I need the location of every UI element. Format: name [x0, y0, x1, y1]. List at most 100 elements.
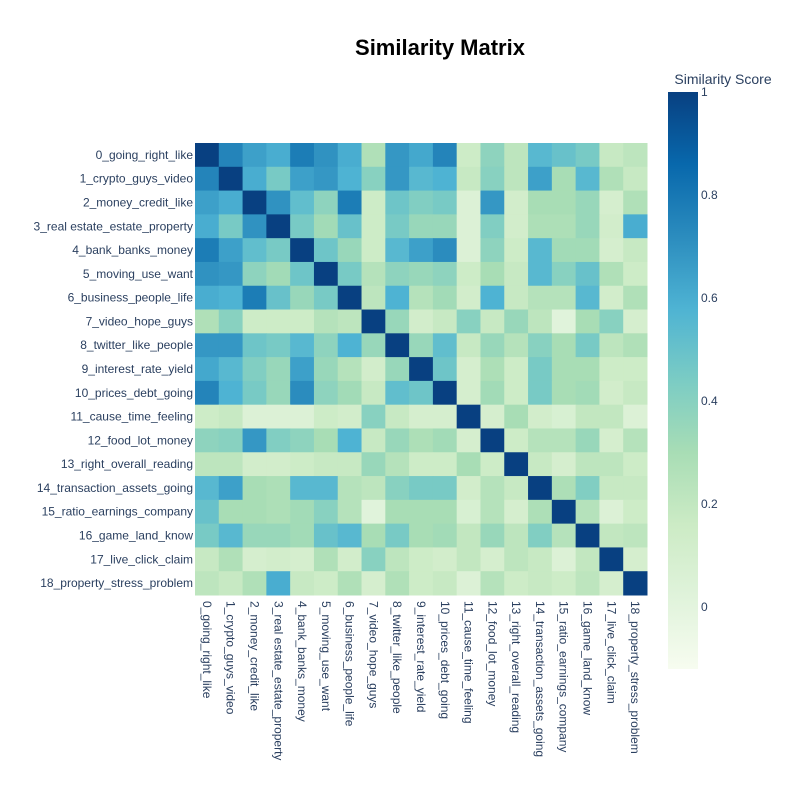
- heatmap-cell: [480, 571, 505, 596]
- heatmap-cell: [290, 428, 315, 453]
- heatmap-cell: [599, 523, 624, 548]
- heatmap-cell: [504, 380, 529, 406]
- heatmap-cell: [290, 499, 315, 525]
- heatmap-cell: [504, 166, 529, 192]
- heatmap-cell: [337, 261, 363, 287]
- heatmap-cell: [361, 452, 386, 477]
- heatmap-cell: [575, 261, 600, 287]
- heatmap-cell: [504, 404, 529, 429]
- heatmap-cell: [218, 571, 244, 596]
- heatmap-cell: [456, 499, 481, 525]
- heatmap-cell: [456, 404, 481, 429]
- heatmap-cell: [218, 452, 244, 477]
- heatmap-cell: [551, 452, 577, 477]
- heatmap-cell: [409, 166, 434, 192]
- heatmap-cell: [456, 261, 481, 287]
- heatmap-cell: [504, 523, 529, 548]
- y-tick-label: 13_right_overall_reading: [61, 457, 193, 471]
- heatmap-cell: [361, 547, 386, 572]
- heatmap-cell: [218, 357, 244, 382]
- colorbar-tick-label: 1: [701, 85, 708, 99]
- heatmap-cell: [551, 357, 577, 382]
- heatmap-cell: [242, 190, 267, 215]
- x-tick-label: 18_property_stress_problem: [628, 601, 642, 754]
- heatmap-cell: [266, 476, 291, 501]
- heatmap-cell: [528, 166, 553, 192]
- heatmap-cell: [599, 190, 624, 215]
- heatmap-cell: [290, 476, 315, 501]
- colorbar-title: Similarity Score: [674, 71, 771, 87]
- heatmap-cell: [337, 404, 363, 429]
- heatmap-cell: [195, 166, 220, 192]
- heatmap-cell: [456, 547, 481, 572]
- heatmap-cell: [337, 452, 363, 477]
- heatmap-cell: [456, 476, 481, 501]
- heatmap-cell: [290, 309, 315, 334]
- heatmap-cell: [575, 190, 600, 215]
- heatmap-cell: [266, 547, 291, 572]
- heatmap-cell: [218, 143, 244, 168]
- heatmap-cell: [599, 143, 624, 168]
- heatmap-cell: [266, 404, 291, 429]
- heatmap-cell: [551, 476, 577, 501]
- y-tick-label: 6_business_people_life: [68, 291, 194, 305]
- heatmap-cell: [337, 238, 363, 263]
- heatmap-cell: [456, 357, 481, 382]
- y-tick-label: 16_game_land_know: [79, 529, 193, 543]
- heatmap-cell: [266, 261, 291, 287]
- heatmap-cell: [337, 357, 363, 382]
- heatmap-cell: [575, 214, 600, 239]
- heatmap-cell: [266, 571, 291, 596]
- heatmap-cell: [528, 214, 553, 239]
- heatmap-cell: [290, 166, 315, 192]
- y-tick-label: 2_money_credit_like: [83, 195, 193, 209]
- heatmap-cell: [313, 261, 339, 287]
- heatmap-cell: [623, 380, 648, 406]
- heatmap-cell: [504, 214, 529, 239]
- heatmap-cell: [480, 238, 505, 263]
- heatmap-cell: [456, 166, 481, 192]
- heatmap-cell: [361, 190, 386, 215]
- heatmap-cell: [599, 452, 624, 477]
- heatmap-cell: [266, 452, 291, 477]
- heatmap-cell: [575, 499, 600, 525]
- heatmap-cell: [290, 214, 315, 239]
- heatmap-cell: [242, 166, 267, 192]
- heatmap-cell: [385, 143, 410, 168]
- heatmap-cell: [528, 261, 553, 287]
- heatmap-cell: [409, 404, 434, 429]
- heatmap-cell: [528, 571, 553, 596]
- heatmap-cell: [266, 190, 291, 215]
- heatmap-cell: [456, 571, 481, 596]
- heatmap-cell: [623, 547, 648, 572]
- heatmap-cell: [528, 190, 553, 215]
- heatmap-cell: [409, 428, 434, 453]
- heatmap-cell: [599, 166, 624, 192]
- heatmap-cell: [409, 285, 434, 311]
- heatmap-cell: [290, 523, 315, 548]
- heatmap-cell: [623, 143, 648, 168]
- heatmap-cell: [337, 285, 363, 311]
- heatmap-cell: [266, 357, 291, 382]
- heatmap-cell: [480, 404, 505, 429]
- heatmap-cell: [242, 285, 267, 311]
- heatmap-cell: [385, 523, 410, 548]
- heatmap-cell: [385, 380, 410, 406]
- heatmap-cell: [575, 547, 600, 572]
- heatmap-cell: [385, 309, 410, 334]
- y-tick-label: 17_live_click_claim: [90, 552, 193, 566]
- heatmap-cell: [599, 404, 624, 429]
- heatmap-cell: [337, 190, 363, 215]
- y-tick-label: 3_real estate_estate_property: [34, 219, 193, 233]
- colorbar-tick-label: 0.6: [701, 291, 718, 305]
- heatmap-cell: [599, 499, 624, 525]
- heatmap-cell: [623, 499, 648, 525]
- heatmap-cell: [528, 357, 553, 382]
- heatmap-cell: [313, 357, 339, 382]
- heatmap-cell: [599, 357, 624, 382]
- heatmap-cell: [551, 143, 577, 168]
- heatmap-cell: [480, 357, 505, 382]
- heatmap-cell: [409, 380, 434, 406]
- heatmap-cell: [575, 476, 600, 501]
- heatmap-cell: [385, 357, 410, 382]
